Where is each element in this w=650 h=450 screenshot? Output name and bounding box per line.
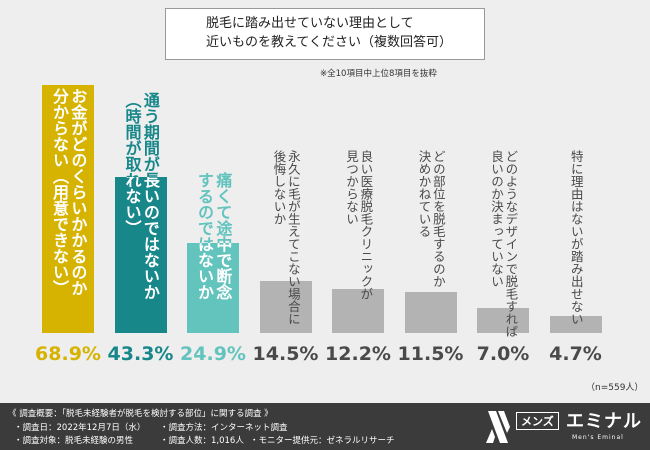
value-label: 24.9% [180,343,246,365]
footer-heading: 《 調査概要：「脱毛未経験者が脱毛を検討する部位」に関する調査 》 [8,409,273,419]
value-label: 12.2% [325,343,391,365]
category-label-line: 特に理由はないが踏み出せない [568,150,584,325]
logo-name: エミナル [566,411,642,432]
category-label-line: 決めかねている [416,150,432,238]
category-label-line: どの部位を脱毛するのか [430,150,446,288]
bar [549,316,602,333]
footer-item: ・調査方法：インターネット調査 [160,423,288,433]
footer-item: ・モニター提供元：ゼネラルリサーチ [250,436,395,446]
category-label: お金がどのくらいかかるのか分からない（用意できない） [50,88,87,296]
category-label: 通う期間が長いのではないか（時間が取れない） [122,177,160,300]
title-line: 脱毛に踏み出せていない理由として [206,16,414,32]
value-label: 43.3% [107,343,174,365]
category-label-line: お金がどのくらいかかるのか [68,87,88,296]
value-label: 11.5% [397,343,464,365]
category-label-line: どのようなデザインで脱毛すれば [503,150,519,338]
footer-item: ・調査日：2022年12月7日（水） [14,423,146,433]
footer-item: ・調査人数：1,016人 [160,436,244,446]
category-label-line: するのではないか [195,243,214,300]
category-label-line: 永久に毛が生えてこない場合に [285,150,301,325]
title-box: 脱毛に踏み出せていない理由として 近いものを教えてください（複数回答可） [165,8,485,60]
bar [332,289,384,333]
category-label-line: （時間が取れない） [122,177,142,300]
category-label-line: 見つからない [344,150,359,225]
title-line: 近いものを教えてください（複数回答可） [206,35,452,50]
value-label: 68.9% [35,343,101,365]
value-label: 14.5% [252,343,319,365]
category-label: 良い医療脱毛クリニックが 見つからない [344,150,373,300]
logo-sub: Men's Eminal [572,434,624,441]
category-label-line: 通う期間が長いのではないか [140,177,160,300]
logo-mark [486,411,510,443]
bar [404,291,457,333]
value-label: 4.7% [549,343,602,365]
bar: お金がどのくらいかかるのか 分からない（用意できない） [42,84,94,333]
note: ※全10項目中上位8項目を抜粋 [320,69,437,79]
sample-size: （n=559人） [586,383,644,393]
footer-item: ・調査対象：脱毛未経験の男性 [14,436,134,446]
footer: 《 調査概要：「脱毛未経験者が脱毛を検討する部位」に関する調査 》 ・調査日：2… [0,403,650,450]
category-label-line: 痛くて途中で断念 [213,243,232,300]
bar: 通う期間が長いのではないか（時間が取れない） [114,177,167,333]
category-label: どの部位を脱毛するのか 決めかねている [416,150,446,288]
category-label: どのようなデザインで脱毛すれば 良いのか決まっていない [489,150,518,338]
category-label-line: 良い医療脱毛クリニックが [358,150,374,300]
bar [477,307,529,333]
value-label: 7.0% [476,343,530,365]
category-label: 永久に毛が生えてこない場合に 後悔しないか [271,150,301,325]
category-label-line: 分からない（用意できない） [50,87,69,296]
category-label: 特に理由はないが踏み出せない [568,150,584,325]
bar [259,280,312,333]
category-label-line: 良いのか決まっていない [489,150,504,288]
logo-badge: メンズ [516,412,559,430]
category-label-line: 後悔しないか [271,150,287,225]
